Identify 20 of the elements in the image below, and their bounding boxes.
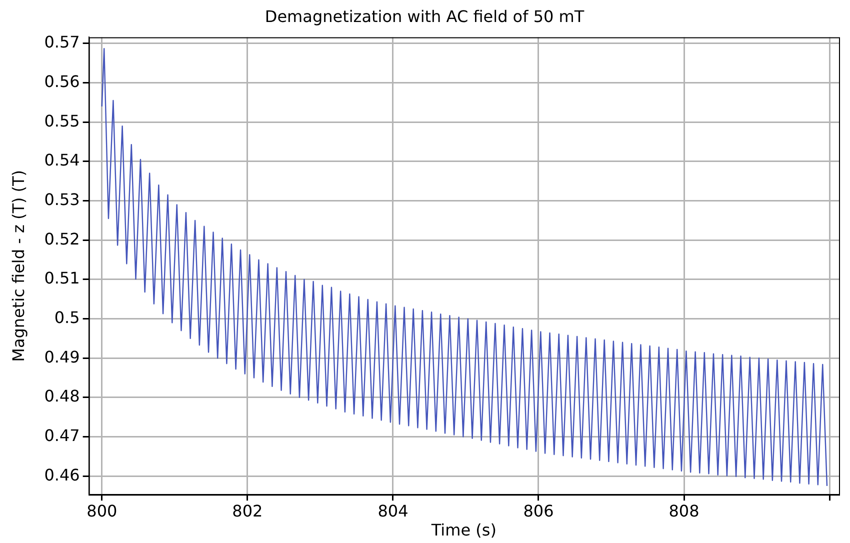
x-tick-label: 806: [523, 501, 554, 520]
y-tick-label: 0.47: [44, 426, 80, 445]
y-tick-label: 0.46: [44, 465, 80, 484]
y-tick-label: 0.51: [44, 268, 80, 288]
x-tick-label: 804: [378, 501, 408, 520]
y-tick-label: 0.53: [44, 190, 80, 209]
chart-title: Demagnetization with AC field of 50 mT: [264, 6, 584, 26]
y-tick-label: 0.48: [44, 386, 80, 406]
x-tick-label: 808: [668, 501, 700, 520]
x-tick-label: 800: [86, 501, 118, 520]
y-tick-label: 0.52: [44, 229, 80, 248]
y-tick-label: 0.56: [44, 72, 80, 91]
y-axis-title: Magnetic field - z (T) (T): [8, 170, 28, 362]
x-tick-label: 802: [232, 501, 263, 520]
y-tick-label: 0.55: [44, 111, 80, 130]
y-tick-label: 0.5: [54, 308, 80, 327]
y-tick-label: 0.49: [44, 347, 80, 366]
y-tick-label: 0.54: [44, 150, 80, 170]
x-axis-title: Time (s): [430, 520, 496, 540]
y-tick-label: 0.57: [44, 32, 80, 52]
